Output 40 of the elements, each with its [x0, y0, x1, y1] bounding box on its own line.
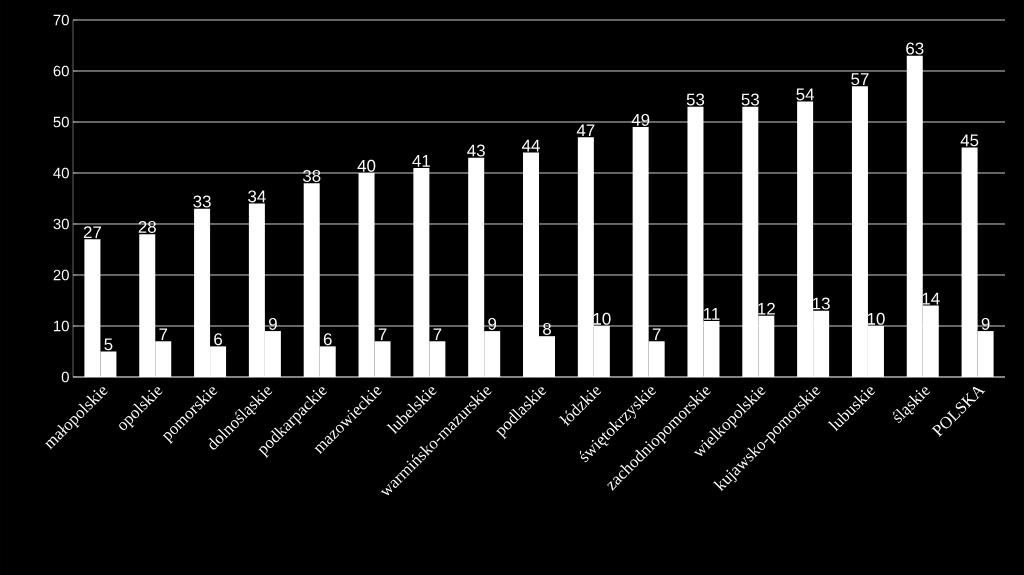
- data-label: 47: [576, 124, 595, 137]
- y-tick-label: 0: [61, 371, 69, 383]
- data-label: 38: [302, 170, 321, 182]
- data-label: 7: [378, 328, 387, 341]
- data-label: 7: [159, 328, 168, 341]
- data-label: 57: [851, 73, 869, 86]
- y-tick-label: 30: [53, 218, 69, 230]
- data-label: 54: [796, 88, 815, 101]
- y-tick-label: 50: [53, 116, 69, 128]
- data-label: 5: [104, 338, 113, 351]
- data-label: 9: [981, 317, 990, 330]
- data-label: 33: [193, 195, 211, 208]
- data-label: 13: [813, 297, 830, 310]
- data-label: 9: [268, 317, 277, 330]
- data-label: 10: [867, 312, 885, 325]
- data-label: 53: [741, 93, 759, 106]
- data-label: 9: [488, 317, 497, 330]
- data-label: 40: [357, 159, 376, 172]
- data-label: 45: [960, 134, 979, 147]
- data-label: 41: [412, 155, 430, 167]
- data-label: 34: [248, 190, 266, 203]
- y-tick-label: 70: [53, 14, 69, 26]
- data-label: 44: [521, 139, 540, 152]
- data-label: 6: [323, 333, 332, 346]
- data-label: 49: [631, 113, 650, 126]
- data-label: 11: [703, 308, 720, 320]
- data-label: 7: [652, 328, 661, 341]
- data-label: 27: [83, 226, 101, 239]
- data-label: 7: [433, 328, 442, 341]
- data-label: 6: [214, 333, 223, 346]
- data-label: 8: [543, 323, 551, 335]
- data-label: 28: [138, 221, 156, 233]
- data-label: 12: [758, 302, 775, 315]
- y-tick-label: 40: [53, 167, 69, 179]
- data-label: 63: [906, 42, 924, 55]
- y-tick-label: 60: [53, 65, 69, 77]
- y-tick-label: 10: [54, 320, 69, 332]
- y-tick-label: 20: [53, 269, 69, 281]
- data-label: 53: [686, 93, 705, 106]
- data-label: 43: [467, 144, 485, 157]
